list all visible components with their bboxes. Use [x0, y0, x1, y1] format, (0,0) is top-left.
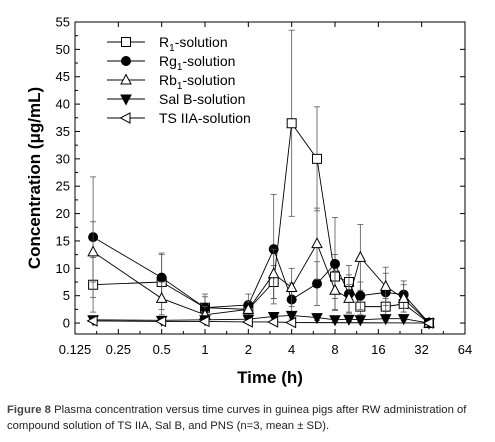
series-4 [86, 315, 434, 329]
legend-marker [121, 37, 131, 47]
x-tick-label: 32 [414, 342, 428, 357]
x-axis: 0.125 0.25 0.5 1 2 4 8 16 32 64 [59, 22, 472, 357]
data-point [397, 291, 410, 303]
x-tick-label: 0.25 [106, 342, 131, 357]
data-point [285, 316, 297, 329]
data-point [397, 314, 410, 326]
data-point [87, 245, 99, 257]
series-3 [87, 310, 435, 330]
legend-label: R1-solution [159, 34, 228, 54]
legend-marker [120, 94, 132, 106]
series-layer [86, 29, 435, 330]
data-point [285, 310, 298, 322]
y-tick-label: 15 [56, 233, 70, 248]
y-tick-label: 50 [56, 42, 70, 57]
figure-caption: Figure 8 Plasma concentration versus tim… [7, 402, 489, 434]
data-point [343, 314, 355, 326]
data-point [267, 267, 280, 279]
x-tick-label: 1 [201, 342, 208, 357]
data-point [156, 272, 167, 283]
data-point [343, 291, 355, 303]
y-tick-label: 0 [63, 316, 70, 331]
data-point [311, 237, 323, 249]
y-tick-label: 40 [56, 97, 70, 112]
legend-label: Sal B-solution [159, 91, 245, 107]
legend-label: Rg1-solution [159, 53, 235, 73]
series-2 [87, 207, 435, 328]
data-point [312, 278, 323, 289]
data-point [242, 302, 255, 314]
data-point [241, 316, 253, 328]
legend-marker [120, 73, 132, 85]
y-tick-label: 20 [56, 206, 70, 221]
legend-marker [121, 56, 131, 66]
figure-caption-text: Plasma concentration versus time curves … [7, 404, 467, 432]
figure-caption-label: Figure 8 [7, 404, 51, 416]
x-tick-label: 64 [458, 342, 472, 357]
data-point [355, 290, 366, 301]
data-point [285, 280, 298, 292]
y-axis-title: Concentration (μg/mL) [25, 87, 44, 269]
y-tick-label: 55 [56, 15, 70, 30]
data-point [329, 283, 341, 295]
y-tick-label: 10 [56, 261, 70, 276]
y-axis: 0 5 10 15 20 25 30 35 40 45 50 55 [56, 15, 465, 331]
y-tick-label: 30 [56, 151, 70, 166]
chart-svg: 0.125 0.25 0.5 1 2 4 8 16 32 64 0 5 10 15 20 25 30 35 40 4… [25, 15, 472, 388]
data-point [422, 317, 434, 329]
data-point [311, 313, 323, 325]
data-point [155, 315, 167, 328]
x-tick-label: 0.5 [153, 342, 171, 357]
series-0 [88, 29, 435, 329]
series-line [92, 242, 430, 324]
y-tick-label: 35 [56, 124, 70, 139]
plot-border [74, 21, 466, 335]
data-point [354, 315, 367, 327]
y-tick-label: 25 [56, 179, 70, 194]
series-line [93, 320, 430, 324]
data-point [329, 315, 341, 327]
plot-frame [74, 21, 466, 335]
data-point [267, 316, 279, 328]
x-tick-label: 8 [331, 342, 338, 357]
legend-label: Rb1-solution [159, 72, 235, 92]
x-tick-label: 0.125 [59, 342, 92, 357]
x-axis-title: Time (h) [237, 368, 303, 387]
legend-label: TS IIA-solution [159, 110, 251, 126]
data-point [86, 315, 98, 327]
data-point [330, 258, 340, 269]
legend-marker [119, 112, 131, 124]
data-point [312, 153, 323, 164]
x-tick-label: 2 [245, 342, 252, 357]
y-tick-label: 5 [63, 288, 70, 303]
y-tick-label: 45 [56, 69, 70, 84]
data-point [354, 250, 367, 262]
data-point [379, 279, 392, 291]
data-point [286, 118, 297, 129]
x-tick-label: 16 [371, 342, 385, 357]
data-point [198, 315, 210, 328]
data-point [155, 291, 168, 303]
data-point [379, 314, 392, 326]
series-line [92, 236, 430, 324]
x-tick-label: 4 [288, 342, 295, 357]
